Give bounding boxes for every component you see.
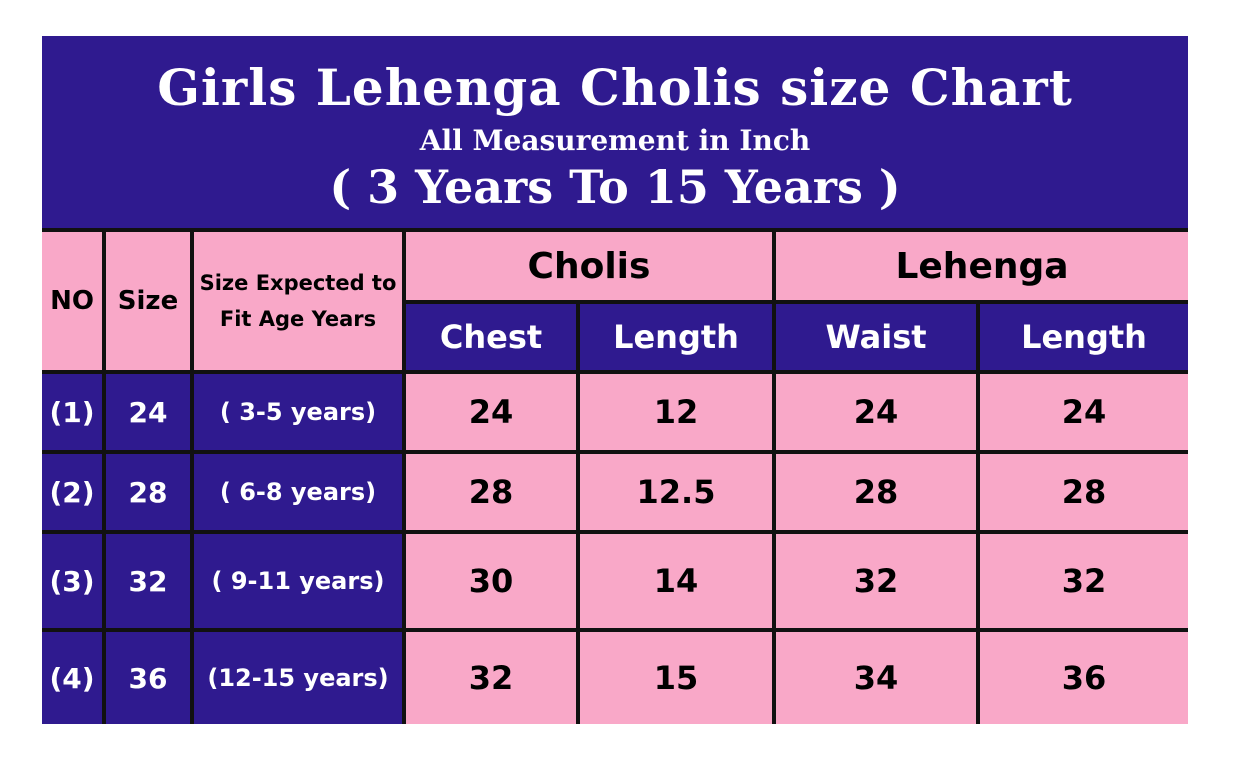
cell-waist: 24 xyxy=(776,374,976,450)
cell-lehenga-length: 36 xyxy=(980,632,1188,724)
cell-chest: 24 xyxy=(406,374,576,450)
cell-choli-length: 15 xyxy=(580,632,772,724)
cell-chest: 32 xyxy=(406,632,576,724)
header-age: Size Expected to Fit Age Years xyxy=(194,232,402,370)
cell-age-range: ( 9-11 years) xyxy=(194,534,402,628)
cell-age-range: ( 3-5 years) xyxy=(194,374,402,450)
cell-choli-length: 12.5 xyxy=(580,454,772,530)
chart-header: Girls Lehenga Cholis size Chart All Meas… xyxy=(42,36,1188,228)
header-size: Size xyxy=(106,232,190,370)
cell-age-range: ( 6-8 years) xyxy=(194,454,402,530)
cell-lehenga-length: 28 xyxy=(980,454,1188,530)
cell-lehenga-length: 24 xyxy=(980,374,1188,450)
cell-row-number: (4) xyxy=(42,632,102,724)
header-lehenga: Lehenga xyxy=(776,232,1188,300)
header-choli-length: Length xyxy=(580,304,772,370)
cell-chest: 30 xyxy=(406,534,576,628)
cell-row-number: (3) xyxy=(42,534,102,628)
cell-waist: 28 xyxy=(776,454,976,530)
cell-waist: 34 xyxy=(776,632,976,724)
header-lehenga-length: Length xyxy=(980,304,1188,370)
header-chest: Chest xyxy=(406,304,576,370)
cell-row-number: (2) xyxy=(42,454,102,530)
cell-size: 36 xyxy=(106,632,190,724)
cell-choli-length: 14 xyxy=(580,534,772,628)
cell-chest: 28 xyxy=(406,454,576,530)
cell-row-number: (1) xyxy=(42,374,102,450)
cell-age-range: (12-15 years) xyxy=(194,632,402,724)
cell-waist: 32 xyxy=(776,534,976,628)
cell-choli-length: 12 xyxy=(580,374,772,450)
chart-subtitle: All Measurement in Inch xyxy=(419,124,811,157)
cell-lehenga-length: 32 xyxy=(980,534,1188,628)
header-no: NO xyxy=(42,232,102,370)
header-cholis: Cholis xyxy=(406,232,772,300)
size-chart: Girls Lehenga Cholis size Chart All Meas… xyxy=(42,36,1188,724)
header-waist: Waist xyxy=(776,304,976,370)
age-range: ( 3 Years To 15 Years ) xyxy=(329,160,901,214)
chart-title: Girls Lehenga Cholis size Chart xyxy=(157,58,1073,117)
cell-size: 24 xyxy=(106,374,190,450)
cell-size: 32 xyxy=(106,534,190,628)
cell-size: 28 xyxy=(106,454,190,530)
